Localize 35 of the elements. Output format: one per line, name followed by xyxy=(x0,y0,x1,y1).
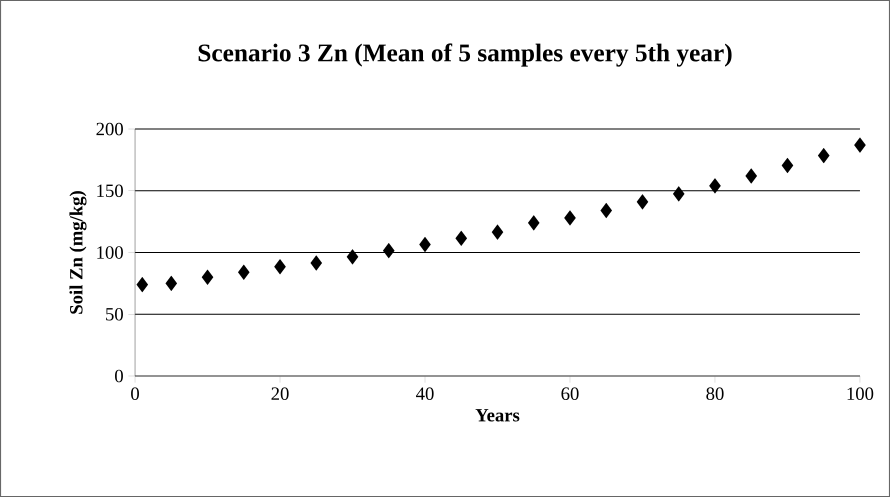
point xyxy=(419,236,431,252)
point xyxy=(202,270,214,285)
point xyxy=(564,210,576,226)
y-axis-title: Soil Zn (mg/kg) xyxy=(69,191,87,314)
point xyxy=(600,202,612,218)
point xyxy=(709,178,721,194)
x-tick-label: 60 xyxy=(561,387,579,400)
y-tick-label: 100 xyxy=(97,246,123,259)
point xyxy=(636,194,648,210)
x-axis-title: Years xyxy=(476,409,520,422)
point xyxy=(854,137,866,153)
y-tick-label: 50 xyxy=(106,308,123,321)
point xyxy=(382,243,395,258)
chart-title: Scenario 3 Zn (Mean of 5 samples every 5th year) xyxy=(198,43,732,67)
point xyxy=(274,259,286,274)
x-tick-label: 0 xyxy=(131,387,139,400)
y-tick-label: 0 xyxy=(115,370,123,382)
point xyxy=(310,255,322,271)
point xyxy=(782,158,794,174)
point xyxy=(238,264,250,280)
point xyxy=(818,148,830,164)
y-tick-label: 200 xyxy=(96,122,123,136)
point xyxy=(672,186,684,202)
x-tick-label: 20 xyxy=(272,387,289,400)
point xyxy=(528,215,540,230)
x-tick-label: 40 xyxy=(416,387,434,400)
x-tick-label: 100 xyxy=(848,387,874,400)
point xyxy=(492,224,504,240)
y-tick-label: 150 xyxy=(97,184,123,198)
point xyxy=(346,249,358,264)
point xyxy=(455,230,468,246)
point xyxy=(166,276,178,291)
point xyxy=(745,168,757,184)
x-tick-label: 80 xyxy=(706,387,724,400)
point xyxy=(136,277,148,292)
